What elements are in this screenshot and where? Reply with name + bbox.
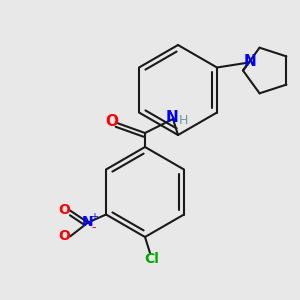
Text: H: H — [178, 115, 188, 128]
Text: N: N — [82, 215, 94, 230]
Text: O: O — [106, 113, 118, 128]
Text: Cl: Cl — [145, 252, 159, 266]
Text: N: N — [166, 110, 178, 125]
Text: +: + — [90, 212, 98, 223]
Text: -: - — [92, 221, 96, 234]
Text: O: O — [58, 203, 70, 218]
Text: O: O — [58, 230, 70, 244]
Text: N: N — [244, 54, 256, 69]
